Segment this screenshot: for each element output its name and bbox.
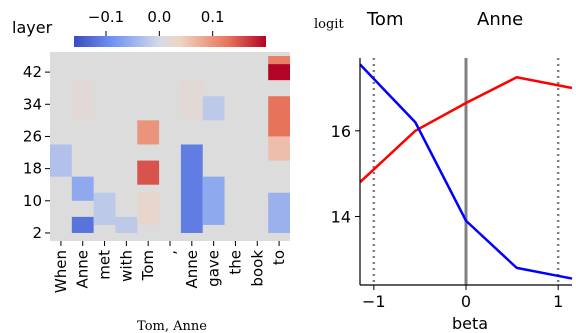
heatmap-cells: [50, 56, 290, 233]
series-line-tom: [359, 76, 573, 184]
heatmap-cell: [71, 80, 94, 121]
heatmap-cell: [268, 64, 290, 81]
colorbar-tick-label: 0.0: [147, 8, 171, 26]
colorbar-tick-label: −0.1: [88, 8, 124, 26]
legend-anne: Anne: [477, 9, 523, 30]
heatmap-cell: [93, 192, 116, 225]
heatmap-cell: [137, 160, 160, 185]
heatmap-cell: [202, 96, 225, 121]
line-ytick-label: 14: [331, 207, 351, 226]
heatmap-xticks: When Anne met with Tom, Anne gave the book to: [52, 241, 288, 293]
heatmap-xtick-label: Anne: [74, 250, 92, 289]
line-yticks: 14 16: [331, 122, 360, 226]
heatmap-ytick-label: 18: [23, 160, 42, 178]
heatmap-cell: [137, 192, 160, 225]
heatmap-xtick-label: met: [96, 250, 114, 280]
line-series: [359, 63, 573, 280]
heatmap-cell: [268, 96, 290, 137]
heatmap-cell: [137, 120, 160, 145]
heatmap-xtick-label: with: [117, 250, 135, 282]
heatmap-cell: [115, 216, 138, 233]
line-ylabel: logit: [314, 17, 344, 32]
heatmap-cell: [268, 56, 290, 65]
heatmap-cell: [268, 192, 290, 233]
heatmap-xtick-label: ,: [161, 250, 179, 255]
heatmap-ytick-label: 26: [23, 127, 42, 145]
line-xtick-label: 0: [461, 292, 471, 311]
heatmap-yticks: 2 10 18 26 34 42: [23, 63, 50, 242]
heatmap-ytick-label: 2: [32, 224, 42, 242]
line-xlabel: beta: [452, 314, 488, 333]
heatmap-xtick-label: gave: [205, 250, 223, 287]
heatmap-cell: [180, 80, 203, 121]
heatmap-ytick-label: 34: [23, 95, 42, 113]
heatmap-cell: [50, 144, 72, 177]
colorbar-tick-label: 0.1: [201, 8, 225, 26]
colorbar: [74, 36, 266, 47]
heatmap-xtick-label: When: [52, 250, 70, 293]
heatmap-ytick-label: 42: [23, 63, 42, 81]
legend-tom: Tom: [366, 9, 403, 30]
heatmap-xtick-label: Anne: [183, 250, 201, 289]
heatmap-cell: [202, 176, 225, 225]
heatmap-xlabel: Tom, Anne: [137, 319, 207, 333]
heatmap-ytick-label: 10: [23, 192, 42, 210]
heatmap-xtick-label: to: [270, 250, 288, 265]
heatmap-cell: [268, 136, 290, 161]
colorbar-ticks: −0.1 0.0 0.1: [88, 8, 225, 36]
heatmap-xtick-label: book: [248, 250, 266, 287]
series-line-anne: [359, 63, 573, 280]
line-xtick-label: −1: [362, 292, 386, 311]
line-xticks: −1 0 1: [362, 285, 563, 311]
heatmap-ylabel: layer: [12, 18, 53, 37]
heatmap-xtick-label: Tom: [139, 250, 157, 281]
heatmap-cell: [180, 144, 203, 233]
heatmap-cell: [71, 216, 94, 233]
line-xtick-label: 1: [553, 292, 563, 311]
heatmap-xtick-label: the: [226, 250, 244, 275]
line-panel: logit Tom Anne −1 0 1 14 16 beta: [314, 9, 573, 333]
line-ytick-label: 16: [331, 122, 351, 141]
heatmap-cell: [71, 176, 94, 201]
line-vlines: [372, 58, 560, 285]
